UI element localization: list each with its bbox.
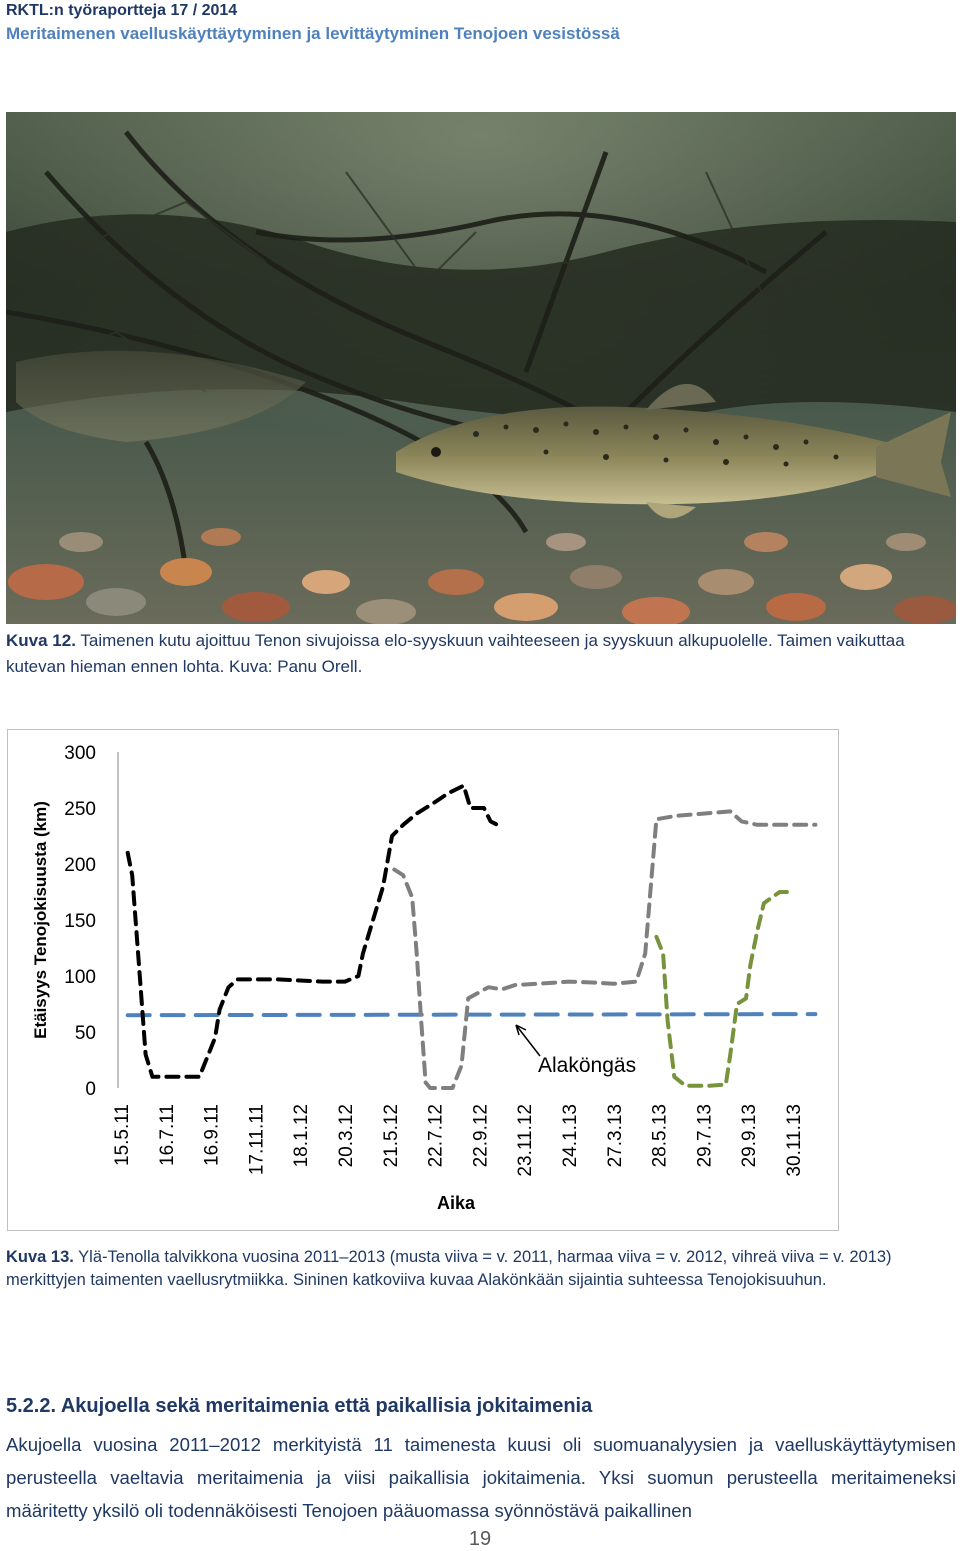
y-tick-label: 50 bbox=[75, 1023, 96, 1044]
y-tick-label: 250 bbox=[64, 799, 96, 820]
series-line-1 bbox=[392, 809, 818, 1090]
series-line-0 bbox=[125, 783, 500, 1079]
alakongas-annotation: Alaköngäs bbox=[515, 1024, 636, 1077]
y-tick-label: 150 bbox=[64, 911, 96, 932]
section-paragraph: Akujoella vuosina 2011–2012 merkityistä … bbox=[6, 1434, 956, 1521]
y-tick-label: 300 bbox=[64, 743, 96, 764]
y-tick-label: 0 bbox=[85, 1079, 96, 1100]
y-tick-label: 100 bbox=[64, 967, 96, 988]
figure13-caption-text: Ylä-Tenolla talvikkona vuosina 2011–2013… bbox=[6, 1248, 892, 1289]
x-tick-label: 21.5.12 bbox=[381, 1104, 402, 1167]
figure12-caption-text: Taimenen kutu ajoittuu Tenon sivujoissa … bbox=[6, 631, 905, 676]
trout-photo bbox=[6, 112, 956, 624]
annotation-label: Alaköngäs bbox=[538, 1054, 636, 1077]
x-tick-label: 18.1.12 bbox=[291, 1104, 312, 1167]
x-tick-label: 20.3.12 bbox=[336, 1104, 357, 1167]
x-tick-label: 23.11.12 bbox=[515, 1104, 536, 1177]
report-series: RKTL:n työraportteja 17 / 2014 bbox=[6, 2, 238, 19]
x-tick-label: 16.9.11 bbox=[202, 1104, 223, 1166]
x-tick-label: 16.7.11 bbox=[157, 1104, 178, 1166]
page-number: 19 bbox=[468, 1528, 492, 1550]
section-heading: 5.2.2. Akujoella sekä meritaimenia että … bbox=[6, 1395, 593, 1417]
x-tick-label: 22.9.12 bbox=[470, 1104, 491, 1167]
series-line-2 bbox=[654, 890, 791, 1088]
x-tick-label: 29.7.13 bbox=[694, 1104, 715, 1167]
figure13-caption: Kuva 13. Ylä-Tenolla talvikkona vuosina … bbox=[6, 1246, 958, 1292]
x-tick-label: 29.9.13 bbox=[739, 1104, 760, 1167]
figure13-caption-label: Kuva 13. bbox=[6, 1248, 74, 1266]
trout-photo-illustration bbox=[6, 112, 956, 624]
figure12-caption: Kuva 12. Taimenen kutu ajoittuu Tenon si… bbox=[6, 628, 956, 680]
y-axis-label: Etäisyys Tenojokisuusta (km) bbox=[31, 801, 50, 1039]
x-tick-label: 17.11.11 bbox=[246, 1104, 267, 1175]
annotation-arrowhead bbox=[515, 1024, 527, 1036]
figure12-caption-label: Kuva 12. bbox=[6, 631, 76, 650]
x-tick-label: 30.11.13 bbox=[784, 1104, 805, 1177]
x-tick-label: 22.7.12 bbox=[426, 1104, 447, 1167]
y-tick-label: 200 bbox=[64, 855, 96, 876]
annotation-arrow-line bbox=[515, 1024, 541, 1057]
x-tick-label: 24.1.13 bbox=[560, 1104, 581, 1167]
x-tick-label: 15.5.11 bbox=[112, 1104, 133, 1166]
series-line-3 bbox=[125, 1012, 818, 1018]
chart-frame: Etäisyys Tenojokisuusta (km) 0 50 100 150 20… bbox=[7, 729, 839, 1231]
x-tick-label: 28.5.13 bbox=[650, 1104, 671, 1167]
x-axis-label: Aika bbox=[437, 1193, 476, 1213]
x-tick-label: 27.3.13 bbox=[605, 1104, 626, 1167]
migration-chart: Etäisyys Tenojokisuusta (km) 0 50 100 150 20… bbox=[31, 743, 818, 1213]
report-title: Meritaimenen vaelluskäyttäytyminen ja le… bbox=[6, 24, 620, 43]
